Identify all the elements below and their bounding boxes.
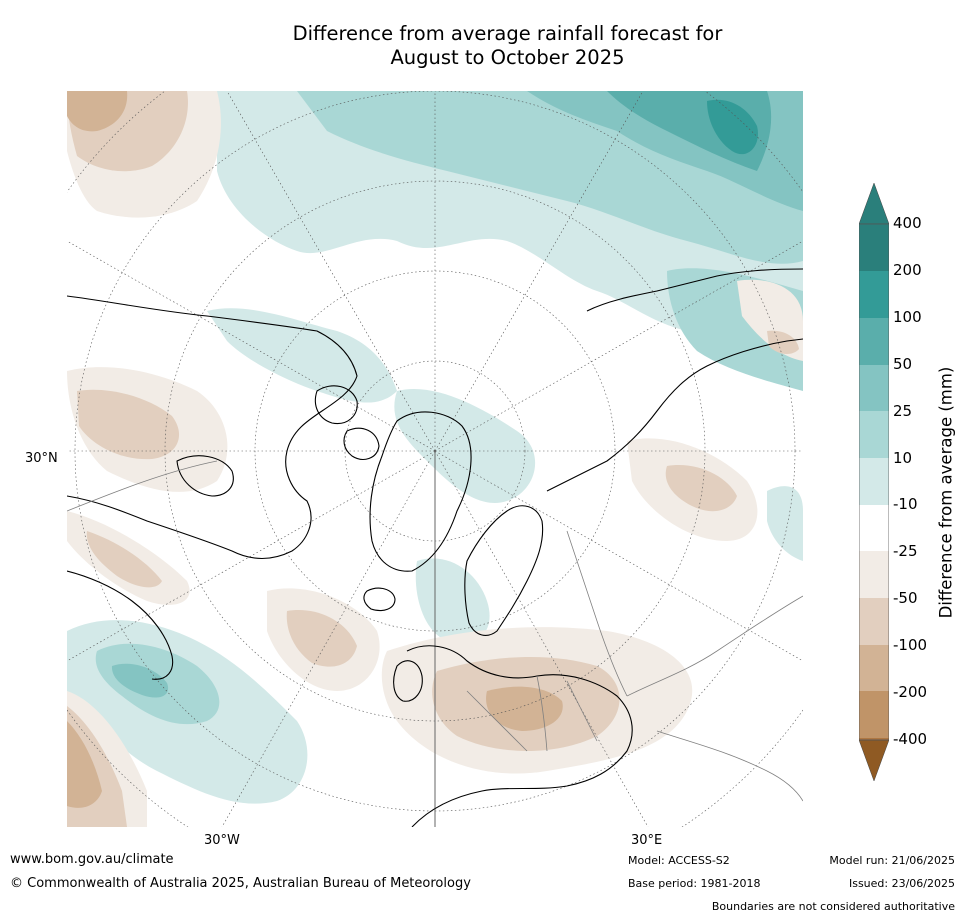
coast-uk xyxy=(393,660,423,702)
dry-region-east-core xyxy=(767,330,799,355)
graticule xyxy=(67,91,803,827)
coast-europe xyxy=(406,645,633,827)
colorbar-tick-label: -10 xyxy=(893,495,918,514)
colorbar-band-100 xyxy=(859,318,889,365)
lon-label-30e: 30°E xyxy=(631,833,663,848)
coast-north-america xyxy=(67,295,358,559)
border-russia-west xyxy=(566,530,628,697)
colorbar-tick-label: -400 xyxy=(893,729,928,748)
wet-region-greenland-sea xyxy=(394,389,536,503)
colorbar-frame xyxy=(859,223,889,741)
colorbar-band-minus100 xyxy=(859,691,889,738)
dry-region-mexico-core xyxy=(86,531,162,588)
colorbar-tick-label: 10 xyxy=(893,448,913,467)
coast-scandinavia xyxy=(464,505,544,636)
wet-region-pacific-max xyxy=(111,663,169,698)
dry-anomaly-regions xyxy=(67,91,803,827)
colorbar-tick-label: 100 xyxy=(893,307,922,326)
dry-region-asia-core xyxy=(665,465,737,512)
wet-anomaly-regions xyxy=(67,91,803,804)
colorbar-band-neutral xyxy=(859,505,889,551)
wet-region-canada xyxy=(207,308,397,403)
coast-greenland xyxy=(369,411,472,572)
border-europe-1 xyxy=(466,690,528,752)
dry-region-atlantic-core xyxy=(286,610,357,667)
wet-region-far-east xyxy=(767,486,803,561)
colorbar-tick-label: 400 xyxy=(893,214,922,232)
colorbar-band-25 xyxy=(859,411,889,458)
border-kazakhstan xyxy=(626,595,803,697)
colorbar-band-400 xyxy=(859,224,889,271)
chart-title: Difference from average rainfall forecas… xyxy=(180,22,835,70)
footer-issued: Issued: 23/06/2025 xyxy=(848,877,955,890)
title-line-2: August to October 2025 xyxy=(390,46,625,69)
rainfall-map xyxy=(67,91,803,827)
border-canada-us xyxy=(67,460,218,512)
colorbar-band-minus200 xyxy=(859,738,889,740)
coast-russia-far-north xyxy=(586,268,803,312)
colorbar-tick-label: 25 xyxy=(893,401,913,420)
dry-region-nw-max xyxy=(67,91,128,132)
colorbar-tick-label: -25 xyxy=(893,542,918,561)
coast-arctic-islands xyxy=(314,385,380,460)
dry-region-americas-core xyxy=(77,389,180,460)
footer-copyright: © Commonwealth of Australia 2025, Austra… xyxy=(10,876,471,891)
wet-region-siberia xyxy=(707,99,758,155)
colorbar-tick-label: -200 xyxy=(893,683,928,701)
colorbar-tick-label: 50 xyxy=(893,354,913,373)
footer-website: www.bom.gov.au/climate xyxy=(10,852,174,867)
coast-eurasia-north xyxy=(546,338,803,492)
footer-model-run: Model run: 21/06/2025 xyxy=(829,854,955,867)
colorbar-extend-top xyxy=(859,183,889,225)
colorbar-band-minus50 xyxy=(859,645,889,691)
colorbar-tick-label: 200 xyxy=(893,260,922,279)
coastlines xyxy=(67,268,803,827)
colorbar-band-200 xyxy=(859,271,889,318)
lon-label-30w: 30°W xyxy=(204,833,240,848)
colorbar-band-minus25 xyxy=(859,598,889,645)
coast-hudson-bay xyxy=(176,455,234,497)
footer-model: Model: ACCESS-S2 xyxy=(628,854,730,867)
colorbar-tick-label: -100 xyxy=(893,636,928,655)
colorbar-band-minus10 xyxy=(859,551,889,598)
footer-disclaimer: Boundaries are not considered authoritat… xyxy=(711,900,955,913)
coast-iceland xyxy=(363,587,396,612)
map-canvas xyxy=(67,91,803,827)
colorbar-band-50 xyxy=(859,365,889,411)
coast-alaska xyxy=(67,570,174,680)
country-borders xyxy=(67,460,803,802)
wet-region-atlantic xyxy=(415,558,490,644)
colorbar-title: Difference from average (mm) xyxy=(936,366,956,619)
border-europe-3 xyxy=(566,680,598,742)
border-europe-2 xyxy=(536,675,548,752)
colorbar-band-10 xyxy=(859,458,889,505)
lat-label-30n: 30°N xyxy=(25,451,58,466)
dry-region-sw-max xyxy=(67,721,102,808)
colorbar-extend-bottom xyxy=(859,739,889,781)
border-asia-south xyxy=(656,730,803,802)
colorbar-tick-label: -50 xyxy=(893,589,918,608)
footer-base-period: Base period: 1981-2018 xyxy=(628,877,761,890)
title-line-1: Difference from average rainfall forecas… xyxy=(292,22,723,45)
colorbar xyxy=(859,183,889,781)
